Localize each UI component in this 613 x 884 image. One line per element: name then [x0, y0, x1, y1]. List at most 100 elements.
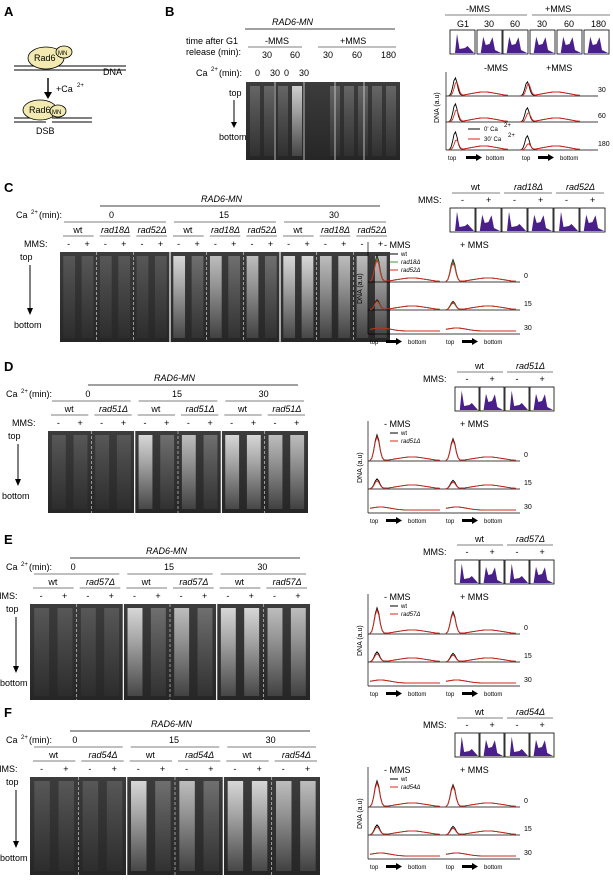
- gel-lane: [82, 781, 99, 871]
- fc-plus: +: [490, 720, 495, 730]
- mms-minus: -: [88, 764, 91, 774]
- fc-label: 60: [510, 19, 520, 29]
- fc-mms-label: MMS:: [423, 374, 447, 384]
- gel-lane: [34, 608, 50, 696]
- svg-text:top: top: [446, 692, 455, 698]
- mms-plus: +: [121, 418, 126, 428]
- strain-label: wt: [242, 750, 252, 760]
- gel-lane: [81, 256, 94, 338]
- mms-minus: -: [86, 591, 89, 601]
- mms-minus: -: [361, 239, 364, 249]
- trace-line: [520, 112, 581, 123]
- mms-plus: +: [231, 239, 236, 249]
- gel-lane: [290, 608, 306, 696]
- mms-plus: +: [62, 591, 67, 601]
- mms-plus: +: [251, 418, 256, 428]
- svg-text:bottom: bottom: [484, 340, 502, 346]
- gel-lane: [203, 435, 218, 509]
- legend-label: rad52Δ: [401, 268, 420, 274]
- time-value: 180: [381, 50, 396, 60]
- fc-histogram: [531, 566, 553, 583]
- gel-lane: [244, 608, 260, 696]
- ca-time: 30: [266, 735, 276, 745]
- gel-lane: [154, 256, 167, 338]
- gel-lane: [58, 781, 74, 871]
- trace-line: [445, 506, 516, 511]
- panel-b-dna-axis: DNA (a.u): [434, 92, 441, 123]
- top-label: top: [6, 777, 19, 787]
- gel-lane: [127, 608, 143, 696]
- mms-minus: -: [57, 418, 60, 428]
- dna-axis-label: DNA (a.u): [357, 273, 364, 304]
- mms-label: MMS:: [24, 239, 48, 249]
- trace-line: [445, 679, 516, 684]
- trace-line: [445, 301, 517, 311]
- mms-plus: +: [195, 239, 200, 249]
- trace-line: [520, 143, 581, 151]
- trace-time-label: 60: [598, 113, 606, 120]
- mms-plus: +: [164, 418, 169, 428]
- mms-minus: -: [141, 239, 144, 249]
- trace-minus-mms: - MMS: [384, 592, 411, 602]
- dna-axis-label: DNA (a.u): [357, 452, 364, 483]
- legend-label: rad18Δ: [401, 260, 420, 266]
- fc-histogram: [558, 36, 581, 53]
- fc-histogram: [585, 36, 608, 53]
- gel-lane: [246, 256, 259, 338]
- svg-text:bottom: bottom: [484, 519, 502, 525]
- gel-lane: [372, 86, 382, 156]
- gel-lane: [203, 781, 219, 871]
- trace-line: [447, 81, 509, 97]
- gel-image: [60, 252, 390, 342]
- panel-a-schematic: Rad6 MN DNA +Ca 2+ Rad6 MN DSB: [14, 45, 126, 136]
- fc-histogram: [529, 214, 552, 231]
- svg-text:top: top: [522, 156, 531, 162]
- mms-minus: -: [226, 591, 229, 601]
- svg-text:2+: 2+: [21, 735, 28, 741]
- gel-lane: [251, 781, 268, 871]
- trace-minus-mms: - MMS: [384, 419, 411, 429]
- fc-histogram: [531, 739, 553, 756]
- fc-histogram: [456, 736, 478, 756]
- mms-plus: +: [268, 239, 273, 249]
- gel-lane: [278, 86, 288, 156]
- fc-plus: +: [540, 374, 545, 384]
- mms-plus: +: [295, 591, 300, 601]
- svg-text:MN: MN: [52, 110, 61, 116]
- strain-label: rad18Δ: [321, 225, 350, 235]
- gel-lane: [173, 256, 186, 338]
- fc-minus: -: [466, 720, 469, 730]
- fc-strain-label: rad52Δ: [566, 182, 595, 192]
- legend-label: wt: [400, 431, 407, 437]
- fc-histogram: [506, 736, 528, 756]
- ca-time: 15: [169, 735, 179, 745]
- mms-plus: +: [249, 591, 254, 601]
- strain-label: wt: [150, 404, 160, 414]
- trace-time-label: 30: [524, 504, 532, 511]
- fc-histogram: [531, 36, 554, 53]
- trace-plus-mms: + MMS: [460, 240, 489, 250]
- mms-minus: -: [104, 239, 107, 249]
- gel-lane: [300, 781, 316, 871]
- gel-lane: [228, 256, 241, 338]
- ca-add-label: +Ca: [56, 84, 73, 94]
- trace-time-label: 15: [524, 653, 532, 660]
- trace-time-label: 30: [524, 850, 532, 857]
- gel-lane: [338, 256, 351, 338]
- ca-time: 15: [164, 562, 174, 572]
- down-arrow-icon: [13, 841, 19, 848]
- ca-label: Ca: [6, 562, 18, 572]
- mms-plus: +: [305, 764, 310, 774]
- mms-minus: -: [274, 418, 277, 428]
- trace-line: [445, 825, 517, 836]
- fc-mms-label: MMS:: [418, 195, 442, 205]
- trace-line: [369, 480, 441, 490]
- mms-minus: -: [282, 764, 285, 774]
- trace-line: [369, 327, 440, 332]
- time-label-1: time after G1: [186, 36, 238, 46]
- gel-lane: [209, 256, 222, 338]
- bottom-label: bottom: [0, 678, 28, 688]
- strain-label: rad57Δ: [179, 577, 208, 587]
- gel-lane: [63, 256, 76, 338]
